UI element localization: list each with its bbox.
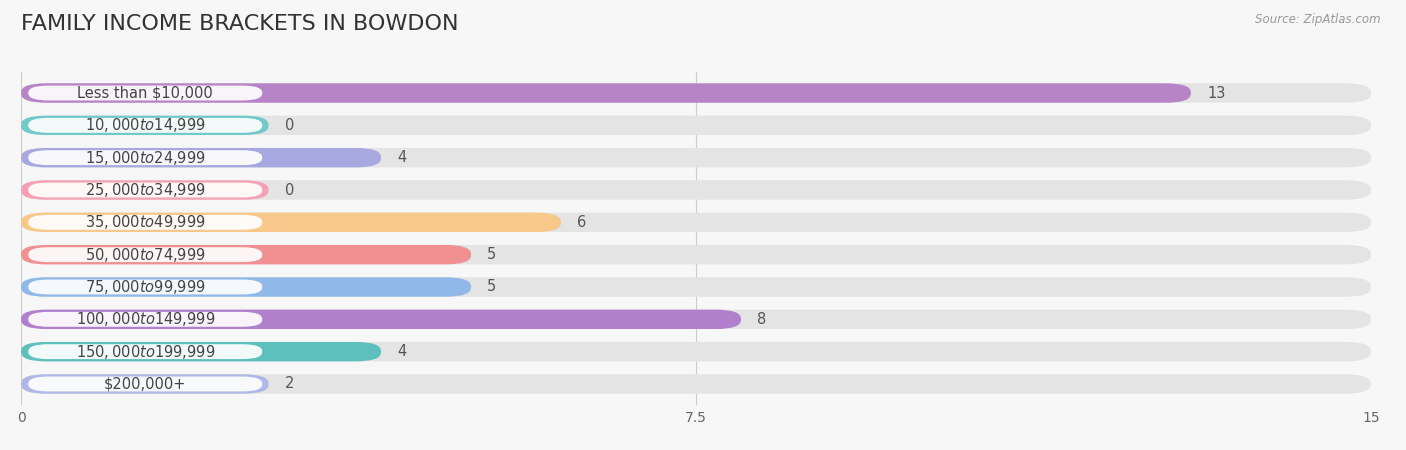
FancyBboxPatch shape	[28, 118, 263, 133]
FancyBboxPatch shape	[21, 180, 1371, 200]
FancyBboxPatch shape	[21, 245, 471, 264]
FancyBboxPatch shape	[28, 312, 263, 327]
FancyBboxPatch shape	[21, 310, 741, 329]
Text: 13: 13	[1208, 86, 1226, 100]
Text: 0: 0	[285, 118, 294, 133]
FancyBboxPatch shape	[21, 374, 1371, 394]
Text: $15,000 to $24,999: $15,000 to $24,999	[84, 148, 205, 166]
FancyBboxPatch shape	[21, 374, 269, 394]
Text: $25,000 to $34,999: $25,000 to $34,999	[84, 181, 205, 199]
Text: 6: 6	[578, 215, 586, 230]
FancyBboxPatch shape	[28, 150, 263, 165]
FancyBboxPatch shape	[21, 245, 1371, 264]
Text: $150,000 to $199,999: $150,000 to $199,999	[76, 342, 215, 360]
FancyBboxPatch shape	[21, 277, 1371, 297]
FancyBboxPatch shape	[28, 279, 263, 294]
FancyBboxPatch shape	[21, 342, 1371, 361]
FancyBboxPatch shape	[21, 213, 1371, 232]
Text: $75,000 to $99,999: $75,000 to $99,999	[84, 278, 205, 296]
Text: 2: 2	[285, 377, 294, 392]
FancyBboxPatch shape	[28, 377, 263, 392]
Text: 8: 8	[758, 312, 766, 327]
FancyBboxPatch shape	[21, 310, 1371, 329]
Text: $200,000+: $200,000+	[104, 377, 187, 392]
Text: Less than $10,000: Less than $10,000	[77, 86, 214, 100]
FancyBboxPatch shape	[21, 342, 381, 361]
FancyBboxPatch shape	[28, 344, 263, 359]
FancyBboxPatch shape	[21, 277, 471, 297]
Text: Source: ZipAtlas.com: Source: ZipAtlas.com	[1256, 14, 1381, 27]
Text: $10,000 to $14,999: $10,000 to $14,999	[84, 117, 205, 135]
FancyBboxPatch shape	[21, 148, 1371, 167]
FancyBboxPatch shape	[21, 83, 1371, 103]
FancyBboxPatch shape	[28, 215, 263, 230]
Text: $100,000 to $149,999: $100,000 to $149,999	[76, 310, 215, 328]
FancyBboxPatch shape	[28, 183, 263, 198]
Text: $35,000 to $49,999: $35,000 to $49,999	[84, 213, 205, 231]
Text: 4: 4	[398, 150, 406, 165]
FancyBboxPatch shape	[28, 247, 263, 262]
Text: 5: 5	[488, 247, 496, 262]
FancyBboxPatch shape	[21, 180, 269, 200]
FancyBboxPatch shape	[21, 116, 1371, 135]
FancyBboxPatch shape	[21, 213, 561, 232]
FancyBboxPatch shape	[21, 116, 269, 135]
FancyBboxPatch shape	[28, 86, 263, 100]
FancyBboxPatch shape	[21, 148, 381, 167]
Text: $50,000 to $74,999: $50,000 to $74,999	[84, 246, 205, 264]
FancyBboxPatch shape	[21, 83, 1191, 103]
Text: 0: 0	[285, 183, 294, 198]
Text: 4: 4	[398, 344, 406, 359]
Text: FAMILY INCOME BRACKETS IN BOWDON: FAMILY INCOME BRACKETS IN BOWDON	[21, 14, 458, 33]
Text: 5: 5	[488, 279, 496, 294]
